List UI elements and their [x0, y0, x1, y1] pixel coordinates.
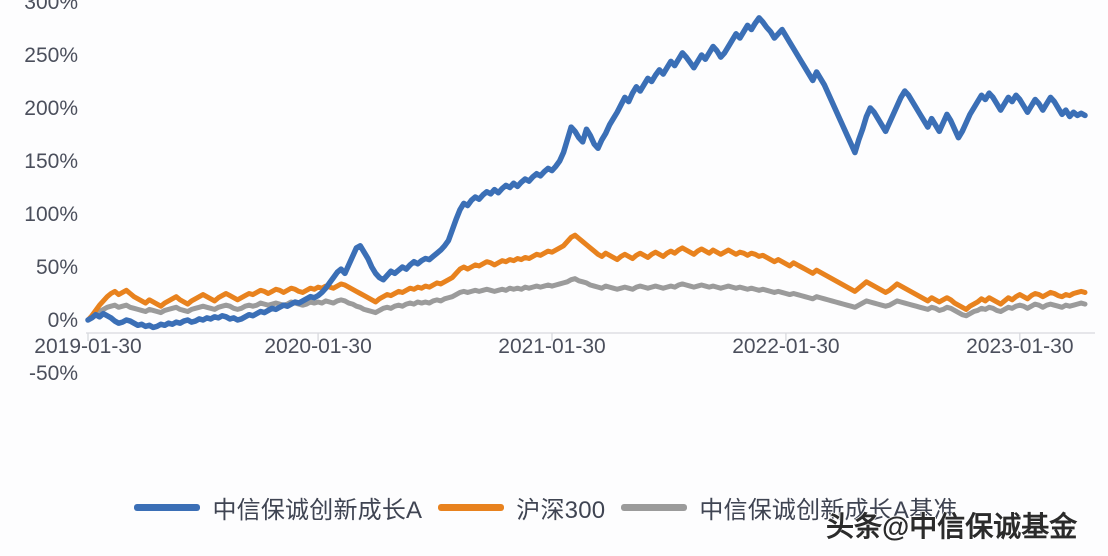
series-line [85, 232, 1088, 323]
legend-label: 沪深300 [516, 496, 606, 524]
legend-color-swatch [438, 503, 505, 511]
x-axis [86, 332, 1095, 341]
legend-item[interactable]: 中信保诚创新成长A基准 [621, 490, 957, 525]
y-axis-tick-label: -50% [29, 362, 78, 385]
x-axis-tick-labels: 2019-01-30 2020-01-30 2021-01-30 2022-01-30… [34, 335, 1073, 358]
line-chart-svg: 300% 250% 200% 150% 100% 50% 0% -50% 2019-01-30… [24, 0, 1095, 385]
legend-color-swatch [134, 503, 201, 511]
y-axis-tick-label: 0% [48, 309, 78, 332]
legend-label: 中信保诚创新成长A基准 [699, 496, 958, 524]
legend-item[interactable]: 中信保诚创新成长A [134, 490, 422, 525]
y-axis-tick-label: 150% [24, 150, 78, 173]
y-axis-tick-label: 50% [36, 256, 78, 279]
legend-item[interactable]: 沪深300 [438, 490, 605, 525]
y-axis-tick-label: 250% [24, 44, 78, 67]
x-axis-tick-label: 2021-01-30 [498, 335, 605, 358]
y-axis-tick-labels: 300% 250% 200% 150% 100% 50% 0% -50% [24, 0, 78, 385]
series-line [85, 276, 1088, 323]
chart-legend: 中信保诚创新成长A 沪深300 中信保诚创新成长A基准 [0, 487, 1108, 527]
plot-area: 300% 250% 200% 150% 100% 50% 0% -50% 2019-01-30… [24, 0, 1095, 385]
watermark-text: 头条@中信保诚基金 [826, 511, 1078, 542]
series-line [85, 15, 1088, 331]
x-axis-tick-label: 2023-01-30 [966, 335, 1073, 358]
x-axis-tick-label: 2022-01-30 [732, 335, 839, 358]
x-axis-tick-label: 2019-01-30 [34, 335, 141, 358]
y-axis-tick-label: 200% [24, 97, 78, 120]
legend-label: 中信保诚创新成长A [212, 496, 423, 524]
data-series-group [85, 15, 1088, 331]
legend-color-swatch [621, 503, 688, 511]
y-axis-tick-label: 100% [24, 203, 78, 226]
x-axis-tick-label: 2020-01-30 [264, 335, 371, 358]
y-axis-tick-label: 300% [24, 0, 78, 14]
